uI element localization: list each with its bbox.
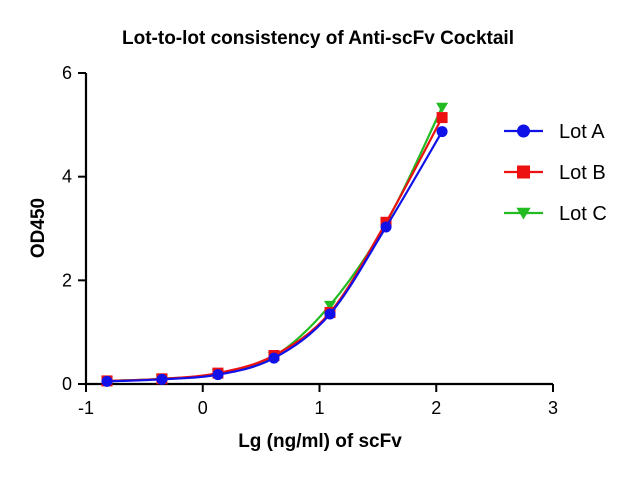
series-line [106,117,444,382]
data-point-6 [436,126,448,138]
y-tick-label-3: 6 [62,63,72,83]
y-tick-label-1: 2 [62,270,72,290]
y-ticks: 0 2 4 6 [62,63,86,394]
legend-marker [516,207,531,220]
series-line [106,106,444,382]
legend-item-lot-b: Lot B [504,162,606,184]
data-point-3 [268,352,280,364]
legend-item-lot-c: Lot C [504,203,607,225]
legend: Lot A Lot B Lot C [504,121,607,225]
data-point-6 [436,102,449,113]
series-layer [100,102,449,387]
legend-label: Lot C [559,203,607,225]
series-lot-b [101,112,448,387]
x-tick-label-1: 0 [198,398,208,418]
y-axis-label: OD450 [28,198,49,258]
legend-marker [517,124,530,138]
x-tick-label-2: 1 [314,398,324,418]
series-lot-a [101,126,448,387]
data-point-4 [323,300,337,311]
data-point-6 [436,112,448,124]
x-tick-label-4: 3 [548,398,558,418]
chart-title: Lot-to-lot consistency of Anti-scFv Cock… [122,28,514,49]
series-line [106,131,444,383]
data-point-2 [212,369,224,381]
data-point-5 [380,221,392,233]
x-axis-label: Lg (ng/ml) of scFv [238,431,402,452]
x-tick-label-3: 2 [431,398,441,418]
legend-label: Lot B [559,162,606,184]
data-point-0 [101,375,113,387]
x-ticks: -1 0 1 2 3 [78,384,558,418]
legend-marker [517,165,530,179]
data-point-1 [156,373,168,385]
y-tick-label-2: 4 [62,167,72,187]
series-lot-c [100,102,449,387]
legend-item-lot-a: Lot A [504,121,605,143]
axes [84,73,553,386]
x-tick-label-0: -1 [78,398,94,418]
data-point-4 [324,308,336,320]
legend-label: Lot A [559,121,605,143]
y-tick-label-0: 0 [62,374,72,394]
